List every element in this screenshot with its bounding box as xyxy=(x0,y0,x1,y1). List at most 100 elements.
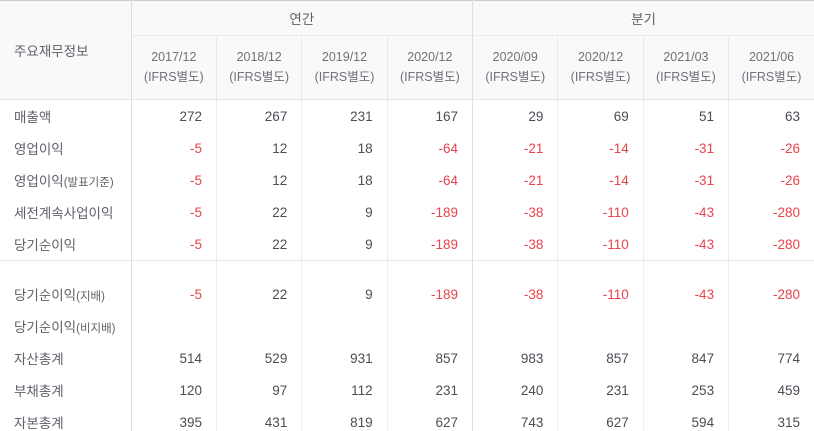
period-standard: (IFRS별도) xyxy=(656,69,716,84)
table-cell-value: 857 xyxy=(387,342,474,374)
row-label: 부채총계 xyxy=(0,374,132,406)
table-cell-value: 431 xyxy=(216,406,303,431)
row-label-main: 당기순이익 xyxy=(14,288,77,303)
table-cell-value: 69 xyxy=(557,99,644,132)
table-cell-value xyxy=(301,310,388,342)
table-row: 부채총계 120 97 112 231 240 231 253 459 xyxy=(0,374,814,406)
group-header-annual: 연간 xyxy=(131,0,474,36)
table-cell-value xyxy=(387,310,474,342)
table-cell-value: 529 xyxy=(216,342,303,374)
section-divider-cell xyxy=(131,260,217,278)
table-cell-value: -31 xyxy=(643,164,730,196)
table-cell-value: 743 xyxy=(472,406,559,431)
table-cell-value: 112 xyxy=(301,374,388,406)
table-cell-value: 97 xyxy=(216,374,303,406)
period-standard: (IFRS별도) xyxy=(229,69,290,84)
period-header-quarterly-3: 2021/03 (IFRS별도) xyxy=(643,35,730,100)
table-cell-value: 18 xyxy=(301,132,388,164)
table-cell-value: -280 xyxy=(728,228,814,261)
period-date: 2020/09 xyxy=(492,50,538,65)
table-cell-value: -26 xyxy=(728,132,814,164)
row-label-main: 영업이익 xyxy=(14,174,64,189)
table-cell-value: 514 xyxy=(131,342,217,374)
table-cell-value: -189 xyxy=(387,196,474,228)
period-date: 2021/06 xyxy=(748,50,795,65)
row-label-qualifier: (발표기준) xyxy=(63,177,114,189)
table-cell-value: 774 xyxy=(728,342,814,374)
table-cell-value: 51 xyxy=(643,99,730,132)
section-divider-cell xyxy=(301,260,388,278)
row-label: 영업이익(발표기준) xyxy=(0,164,132,196)
period-standard: (IFRS별도) xyxy=(485,69,546,84)
table-row: 당기순이익(비지배) xyxy=(0,310,814,342)
table-cell-value: -5 xyxy=(131,164,217,196)
table-row: 영업이익 -5 12 18 -64 -21 -14 -31 -26 xyxy=(0,132,814,164)
table-cell-value: 272 xyxy=(131,99,217,132)
table-cell-value: -189 xyxy=(387,278,474,310)
table-cell-value: -189 xyxy=(387,228,474,261)
table-row: 당기순이익(지배) -5 22 9 -189 -38 -110 -43 -280 xyxy=(0,278,814,310)
table-cell-value: 627 xyxy=(557,406,644,431)
period-standard: (IFRS별도) xyxy=(143,69,204,84)
section-divider-label-cell xyxy=(0,260,132,278)
table-cell-value: -21 xyxy=(472,132,559,164)
table-cell-value: 231 xyxy=(557,374,644,406)
table-cell-value xyxy=(557,310,644,342)
table-header: 주요재무정보 연간 분기 2017/12 (IFRS별도) 2018/12 (I… xyxy=(0,0,814,100)
section-divider-cell xyxy=(216,260,303,278)
table-row: 영업이익(발표기준) -5 12 18 -64 -21 -14 -31 -26 xyxy=(0,164,814,196)
table-row: 당기순이익 -5 22 9 -189 -38 -110 -43 -280 xyxy=(0,228,814,261)
row-label: 영업이익 xyxy=(0,132,132,164)
table-cell-value: 12 xyxy=(216,132,303,164)
row-label-qualifier: (비지배) xyxy=(76,323,116,335)
row-label: 당기순이익 xyxy=(0,228,132,261)
period-date: 2021/03 xyxy=(663,50,709,65)
corner-header-label: 주요재무정보 xyxy=(0,0,132,100)
table-cell-value: -5 xyxy=(131,132,217,164)
period-standard: (IFRS별도) xyxy=(741,69,802,84)
row-label: 매출액 xyxy=(0,99,132,132)
table-cell-value xyxy=(728,310,814,342)
table-cell-value: 594 xyxy=(643,406,730,431)
table-cell-value: 18 xyxy=(301,164,388,196)
section-divider-cell xyxy=(387,260,474,278)
table-cell-value xyxy=(472,310,559,342)
section-divider-cell xyxy=(472,260,559,278)
row-label: 자본총계 xyxy=(0,406,132,431)
table-cell-value: -280 xyxy=(728,278,814,310)
table-cell-value: -43 xyxy=(643,278,730,310)
row-label-main: 당기순이익 xyxy=(14,320,77,335)
table-cell-value xyxy=(643,310,730,342)
table-cell-value: 22 xyxy=(216,278,303,310)
row-label: 당기순이익(지배) xyxy=(0,278,132,310)
table-cell-value: -26 xyxy=(728,164,814,196)
header-group-row: 주요재무정보 연간 분기 xyxy=(0,0,814,100)
section-divider-row xyxy=(0,260,814,278)
row-label: 세전계속사업이익 xyxy=(0,196,132,228)
period-date: 2017/12 xyxy=(151,50,197,65)
table-cell-value: 847 xyxy=(643,342,730,374)
table-cell-value: -38 xyxy=(472,196,559,228)
table-cell-value: -43 xyxy=(643,196,730,228)
table-cell-value: -110 xyxy=(557,228,644,261)
table-cell-value: 459 xyxy=(728,374,814,406)
table-cell-value: 983 xyxy=(472,342,559,374)
period-standard: (IFRS별도) xyxy=(570,69,631,84)
period-header-annual-1: 2017/12 (IFRS별도) xyxy=(131,35,217,100)
table-cell-value: 857 xyxy=(557,342,644,374)
table-cell-value: 231 xyxy=(301,99,388,132)
table-cell-value: 395 xyxy=(131,406,217,431)
table-cell-value: 22 xyxy=(216,196,303,228)
table-cell-value: 253 xyxy=(643,374,730,406)
period-header-annual-2: 2018/12 (IFRS별도) xyxy=(216,35,303,100)
period-header-annual-3: 2019/12 (IFRS별도) xyxy=(301,35,388,100)
table-cell-value: 12 xyxy=(216,164,303,196)
table-cell-value: -38 xyxy=(472,278,559,310)
table-cell-value: -5 xyxy=(131,228,217,261)
table-cell-value: 231 xyxy=(387,374,474,406)
table-cell-value: 627 xyxy=(387,406,474,431)
period-date: 2020/12 xyxy=(407,50,453,65)
period-date: 2018/12 xyxy=(236,50,282,65)
table-cell-value: 9 xyxy=(301,228,388,261)
table-row: 매출액 272 267 231 167 29 69 51 63 xyxy=(0,99,814,132)
